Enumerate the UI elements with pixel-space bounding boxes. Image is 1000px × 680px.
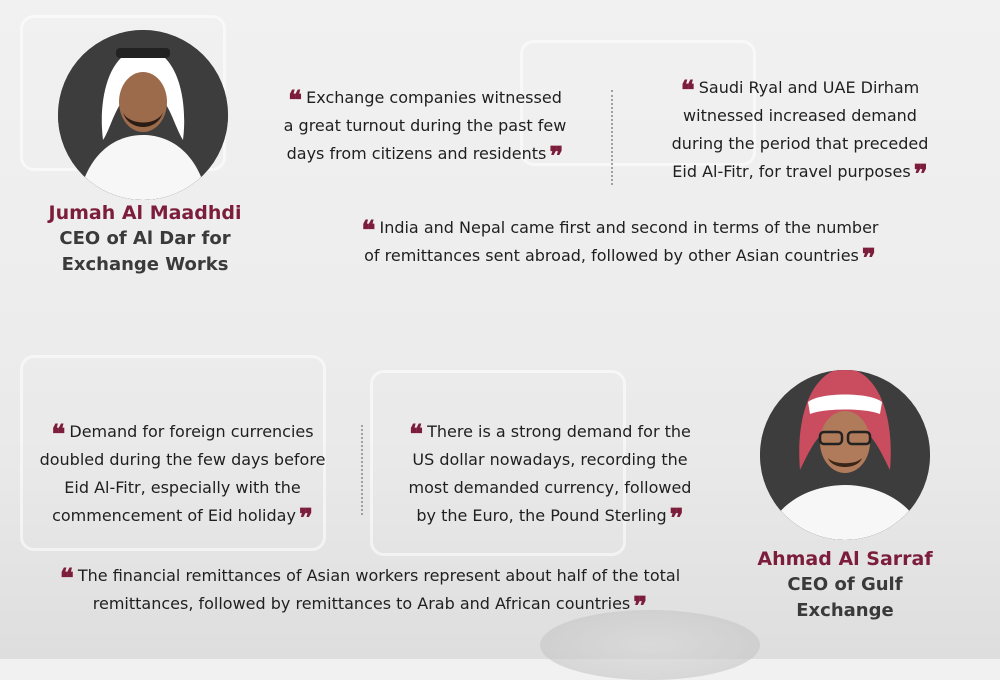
person-info-ahmad: Ahmad Al Sarraf CEO of Gulf Exchange — [730, 546, 960, 624]
person-title-line1: CEO of Al Dar for — [59, 228, 231, 249]
coin-decoration — [540, 610, 760, 680]
open-quote-icon: ❝ — [59, 564, 74, 594]
dotted-divider — [611, 90, 613, 185]
quote-saudi-riyal-dirham: ❝ Saudi Ryal and UAE Dirham witnessed inc… — [640, 74, 960, 188]
person-name: Ahmad Al Sarraf — [757, 548, 933, 570]
background-shape — [370, 370, 626, 556]
avatar-ahmad-al-sarraf — [760, 370, 930, 540]
person-info-jumah: Jumah Al Maadhdi CEO of Al Dar for Excha… — [30, 200, 260, 278]
quote-line: US dollar nowadays, recording the — [412, 450, 688, 469]
quote-line: Saudi Ryal and UAE Dirham — [698, 78, 920, 97]
close-quote-icon: ❞ — [913, 160, 928, 190]
person-portrait-icon — [760, 370, 930, 540]
quote-line: during the period that preceded — [671, 134, 929, 153]
background-shape — [520, 40, 756, 166]
person-title-line1: CEO of Gulf — [787, 574, 903, 595]
quote-line: Eid Al-Fitr, for travel purposes — [672, 162, 911, 181]
quote-line: Exchange companies witnessed — [306, 88, 562, 107]
close-quote-icon: ❞ — [549, 142, 564, 172]
open-quote-icon: ❝ — [409, 420, 424, 450]
quote-line: There is a strong demand for the — [427, 422, 691, 441]
quote-line: The financial remittances of Asian worke… — [77, 566, 681, 585]
open-quote-icon: ❝ — [680, 76, 695, 106]
quote-exchange-turnout: ❝ Exchange companies witnessed a great tu… — [255, 84, 595, 170]
quote-line: a great turnout during the past few — [283, 116, 567, 135]
quote-asian-workers-remittances: ❝ The financial remittances of Asian work… — [10, 562, 730, 620]
quote-line: most demanded currency, followed — [408, 478, 692, 497]
quote-line: Eid Al-Fitr, especially with the — [64, 478, 301, 497]
quote-line: doubled during the few days before — [39, 450, 326, 469]
open-quote-icon: ❝ — [51, 420, 66, 450]
quote-india-nepal: ❝ India and Nepal came first and second i… — [300, 214, 940, 272]
quote-us-dollar-demand: ❝ There is a strong demand for the US dol… — [380, 418, 720, 532]
quote-line: remittances, followed by remittances to … — [92, 594, 631, 613]
close-quote-icon: ❞ — [633, 592, 648, 622]
person-portrait-icon — [58, 30, 228, 200]
quote-line: witnessed increased demand — [683, 106, 917, 125]
avatar-jumah-al-maadhdi — [58, 30, 228, 200]
close-quote-icon: ❞ — [669, 504, 684, 534]
person-title-line2: Exchange Works — [61, 254, 229, 275]
close-quote-icon: ❞ — [861, 244, 876, 274]
open-quote-icon: ❝ — [288, 86, 303, 116]
quote-line: days from citizens and residents — [286, 144, 547, 163]
open-quote-icon: ❝ — [361, 216, 376, 246]
quote-line: India and Nepal came first and second in… — [379, 218, 879, 237]
quote-line: by the Euro, the Pound Sterling — [416, 506, 667, 525]
person-title-line2: Exchange — [796, 600, 894, 621]
close-quote-icon: ❞ — [298, 504, 313, 534]
dotted-divider — [361, 425, 363, 515]
quote-foreign-currency-demand: ❝ Demand for foreign currencies doubled d… — [15, 418, 350, 532]
background-shape — [20, 355, 326, 551]
quote-line: Demand for foreign currencies — [69, 422, 314, 441]
person-name: Jumah Al Maadhdi — [48, 202, 242, 224]
quote-line: commencement of Eid holiday — [52, 506, 296, 525]
quote-line: of remittances sent abroad, followed by … — [364, 246, 859, 265]
